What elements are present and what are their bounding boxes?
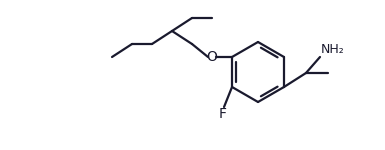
Text: NH₂: NH₂ bbox=[321, 43, 345, 56]
Text: O: O bbox=[207, 50, 218, 64]
Text: F: F bbox=[219, 107, 227, 121]
